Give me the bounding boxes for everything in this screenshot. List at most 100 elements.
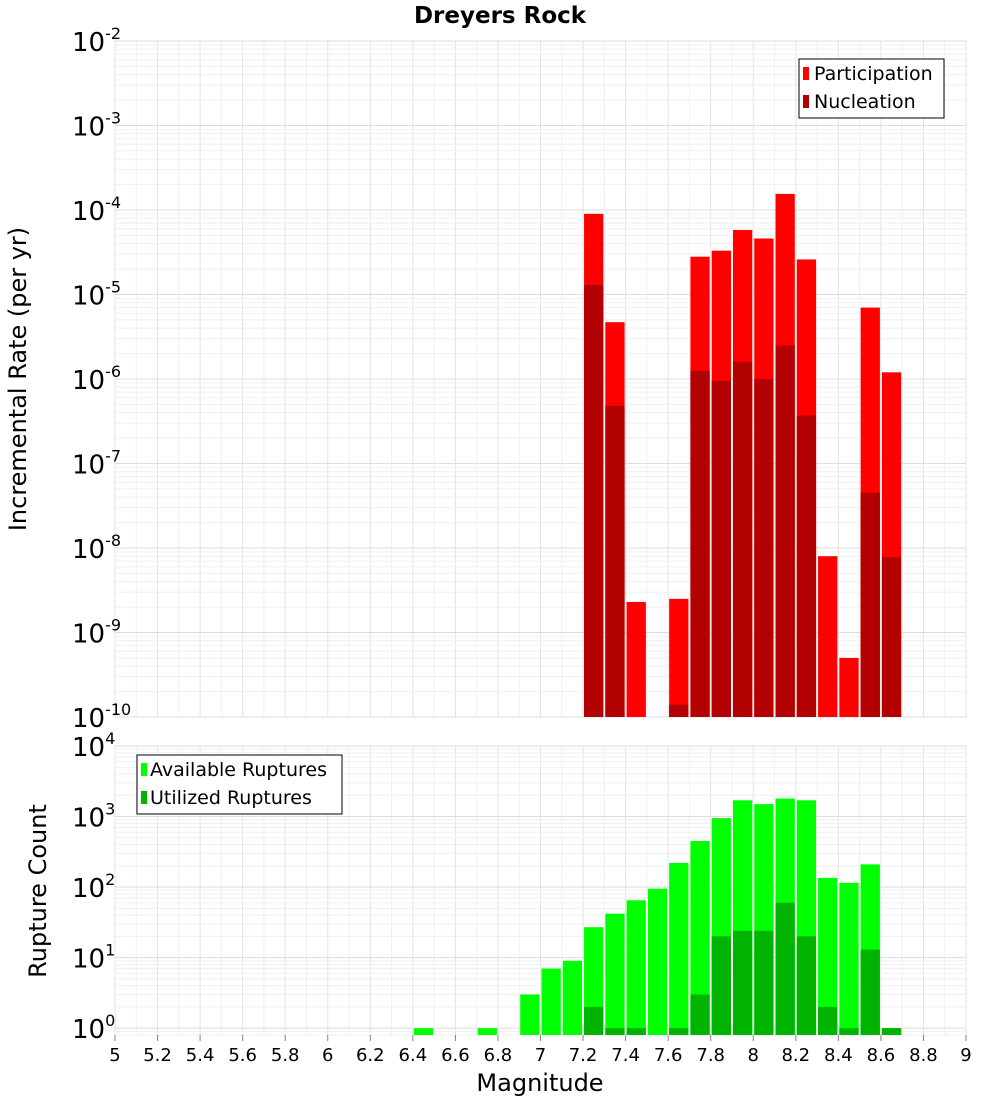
top-bar-nucleation (690, 370, 710, 717)
x-tick-label: 5.2 (143, 1045, 172, 1066)
bottom-bar-available-ruptures (839, 882, 859, 1035)
top-bar-participation (818, 556, 838, 717)
top-ytick-label: 10-10 (72, 700, 131, 734)
x-tick-label: 8.6 (867, 1045, 896, 1066)
bottom-bar-available-ruptures (520, 994, 540, 1035)
legend-label-available: Available Ruptures (150, 759, 327, 781)
bottom-y-axis-label: Rupture Count (24, 804, 52, 978)
x-tick-label: 8 (748, 1045, 759, 1066)
bottom-bar-available-ruptures (541, 968, 561, 1035)
top-bar-nucleation (669, 704, 689, 717)
bottom-bar-utilized-ruptures (605, 1028, 625, 1035)
top-bar-nucleation (732, 361, 753, 717)
bottom-bar-utilized-ruptures (711, 936, 731, 1035)
top-gridlines (114, 40, 967, 718)
x-tick-label: 7.2 (569, 1045, 598, 1066)
bottom-bar-utilized-ruptures (839, 1028, 859, 1035)
bottom-bar-available-ruptures (605, 913, 625, 1035)
top-bar-nucleation (711, 380, 731, 717)
top-bar-nucleation (860, 492, 880, 717)
top-bar-participation (669, 598, 689, 717)
legend-swatch-utilized (141, 791, 147, 804)
bottom-ytick-label: 104 (72, 729, 115, 763)
top-ytick-label: 10-4 (72, 193, 121, 227)
bottom-bar-utilized-ruptures (732, 930, 753, 1035)
top-ytick-label: 10-8 (72, 531, 121, 565)
x-tick-label: 5 (109, 1045, 120, 1066)
bottom-ytick-label: 102 (72, 870, 115, 904)
x-tick-label: 7 (535, 1045, 546, 1066)
bottom-bars (413, 798, 902, 1035)
bottom-legend-box (136, 754, 343, 815)
top-bar-participation (626, 601, 646, 717)
bottom-bar-available-ruptures (647, 888, 668, 1035)
bottom-bar-utilized-ruptures (690, 994, 710, 1035)
top-bar-nucleation (605, 405, 625, 717)
x-tick-label: 6.8 (484, 1045, 513, 1066)
chart-title: Dreyers Rock (414, 3, 587, 29)
x-tick-label: 5.6 (228, 1045, 257, 1066)
x-tick-label: 7.6 (654, 1045, 683, 1066)
bottom-bar-available-ruptures (669, 862, 689, 1035)
legend-label-utilized: Utilized Ruptures (150, 787, 312, 809)
bottom-bar-available-ruptures (626, 900, 646, 1035)
bottom-gridlines (114, 745, 967, 1036)
x-tick-label: 5.4 (186, 1045, 215, 1066)
top-ytick-label: 10-6 (72, 362, 121, 396)
top-bar-nucleation (881, 557, 902, 717)
bottom-legend: Available Ruptures Utilized Ruptures (136, 754, 343, 815)
bottom-bar-available-ruptures (413, 1028, 434, 1035)
bottom-bar-available-ruptures (818, 877, 838, 1035)
top-bar-nucleation (754, 379, 774, 717)
bottom-bar-utilized-ruptures (775, 902, 795, 1035)
legend-swatch-available (141, 763, 147, 776)
bottom-panel: 100 101 102 103 104 5 5.2 5.4 5.6 5.8 6 6.2 6.4 6.6 6… (24, 729, 972, 1097)
bottom-bar-utilized-ruptures (860, 949, 880, 1035)
bottom-bar-available-ruptures (477, 1028, 497, 1035)
top-y-axis-label: Incremental Rate (per yr) (4, 227, 32, 531)
bottom-bar-available-ruptures (562, 960, 583, 1035)
x-tick-label: 7.8 (696, 1045, 725, 1066)
bottom-bar-available-ruptures (690, 841, 710, 1035)
x-tick-label: 6.2 (356, 1045, 385, 1066)
top-legend-box (798, 58, 945, 119)
x-tick-label: 8.2 (781, 1045, 810, 1066)
bottom-bar-utilized-ruptures (796, 936, 817, 1035)
legend-swatch-nucleation (803, 95, 809, 108)
bottom-bar-utilized-ruptures (669, 1028, 689, 1035)
top-y-ticks: 10-10 10-9 10-8 10-7 10-6 10-5 10-4 10-3 10-2 (72, 24, 131, 734)
top-bar-nucleation (584, 284, 604, 717)
top-ytick-label: 10-5 (72, 278, 121, 312)
legend-label-participation: Participation (814, 63, 933, 85)
bottom-bar-utilized-ruptures (626, 1028, 646, 1035)
bottom-ytick-label: 100 (72, 1011, 115, 1045)
x-tick-label: 9 (960, 1045, 971, 1066)
top-ytick-label: 10-2 (72, 24, 121, 58)
bottom-bar-utilized-ruptures (881, 1028, 902, 1035)
x-tick-label: 6.6 (441, 1045, 470, 1066)
bottom-bar-utilized-ruptures (818, 1006, 838, 1035)
top-bar-nucleation (775, 345, 795, 717)
top-bar-nucleation (796, 415, 817, 717)
x-ticks: 5 5.2 5.4 5.6 5.8 6 6.2 6.4 6.6 6.8 7 7.2 7.4 7.6 7.8 8… (109, 1035, 972, 1066)
x-axis-label: Magnitude (476, 1069, 603, 1097)
top-ytick-label: 10-3 (72, 109, 121, 143)
bottom-bar-utilized-ruptures (584, 1006, 604, 1035)
x-tick-label: 7.4 (611, 1045, 640, 1066)
x-tick-label: 8.8 (909, 1045, 938, 1066)
bottom-ytick-label: 103 (72, 800, 115, 834)
top-panel: 10-10 10-9 10-8 10-7 10-6 10-5 10-4 10-3 10-2 In… (4, 24, 967, 734)
bottom-bar-utilized-ruptures (754, 930, 774, 1035)
top-bar-participation (839, 657, 859, 717)
bottom-y-ticks: 100 101 102 103 104 (72, 729, 115, 1045)
bottom-ytick-label: 101 (72, 941, 115, 975)
legend-label-nucleation: Nucleation (814, 91, 916, 113)
top-legend: Participation Nucleation (798, 58, 945, 119)
x-tick-label: 6 (322, 1045, 333, 1066)
x-tick-label: 5.8 (271, 1045, 300, 1066)
top-ytick-label: 10-7 (72, 447, 121, 481)
legend-swatch-participation (803, 67, 809, 80)
x-tick-label: 6.4 (399, 1045, 428, 1066)
top-bars (584, 193, 902, 718)
